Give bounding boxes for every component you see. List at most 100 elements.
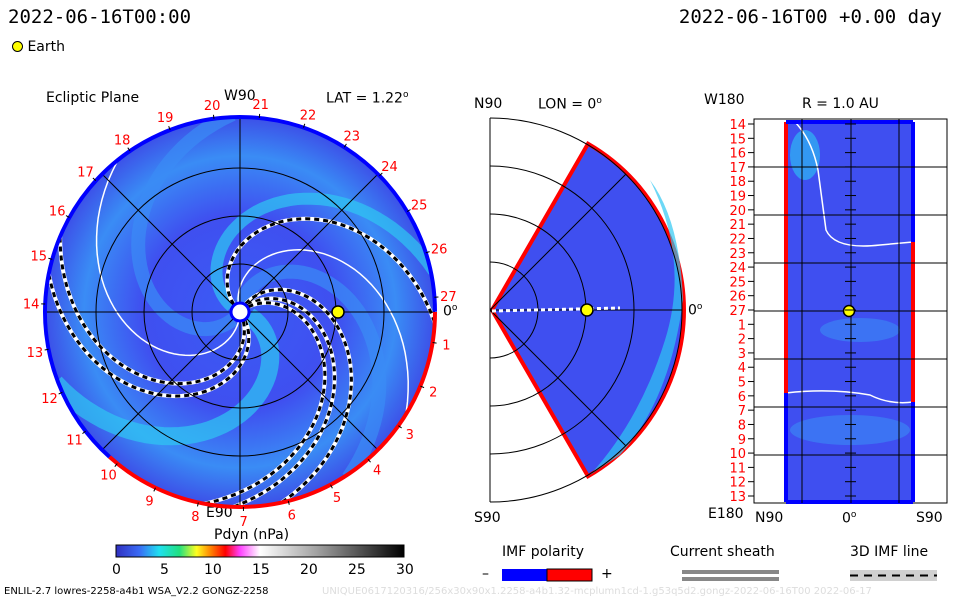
earth-legend-label: Earth (27, 39, 65, 55)
current-sheet-line (95, 152, 240, 357)
current-sheet-line (794, 121, 914, 247)
carrington-tick-mark (153, 487, 156, 492)
radial-y-tick-label: 26 (729, 290, 746, 305)
carrington-tick-label: 17 (77, 165, 94, 180)
header-time-right: 2022-06-16T00 +0.00 day (678, 6, 942, 28)
ecliptic-zero: 0 (443, 303, 452, 320)
radial-x-tick-n90: N90 (755, 510, 784, 526)
carrington-tick-mark (330, 484, 333, 489)
density-band (131, 117, 238, 337)
colorbar-tick-label: 25 (348, 562, 366, 578)
carrington-tick-mark (82, 430, 86, 434)
carrington-tick-mark (58, 391, 63, 395)
carrington-tick-label: 5 (333, 491, 341, 506)
imf-field-line (58, 228, 246, 386)
density-band (235, 264, 387, 482)
ecliptic-lat: LAT = 1.22o (326, 90, 408, 107)
imf-negative-swatch (502, 569, 547, 581)
carrington-tick-label: 21 (252, 98, 269, 113)
degree-sup: o (850, 510, 857, 520)
carrington-tick-label: 23 (344, 129, 361, 144)
carrington-tick-mark (44, 348, 49, 351)
carrington-tick-mark (197, 502, 199, 507)
ecliptic-top-label: W90 (224, 88, 256, 104)
footer-model: ENLIL-2.7 lowres-2258-a4b1 WSA_V2.2 GONG… (4, 586, 269, 597)
radial-y-tick-label: 21 (729, 218, 746, 233)
carrington-tick-label: 24 (381, 160, 398, 175)
carrington-tick-mark (398, 425, 402, 429)
radial-y-tick-label: 12 (729, 476, 746, 491)
meridian-axis (489, 173, 627, 311)
imf-field-line (196, 301, 327, 507)
meridian-right-label: 0o (688, 302, 702, 319)
meridian-wedge (489, 117, 686, 503)
density-band (48, 308, 280, 446)
radial-y-tick-label: 10 (729, 447, 746, 462)
radial-y-ticks: 1415161718192021222324252627123456789101… (729, 118, 856, 505)
radial-y-tick-label: 7 (738, 404, 746, 419)
carrington-tick-label: 12 (41, 392, 58, 407)
ecliptic-right-label: 0o (443, 303, 457, 320)
radial-y-tick-label: 24 (729, 261, 746, 276)
colorbar-tick-label: 5 (160, 562, 169, 578)
footer-run-id: UNIQUE0617120316/256x30x90x1.2258-a4b1.3… (322, 586, 872, 597)
carrington-tick-mark (406, 209, 411, 212)
zero: 0 (842, 510, 851, 527)
radial-y-tick-label: 8 (738, 418, 746, 433)
spiral-bands (45, 117, 435, 507)
current-sheath-title: Current sheath (670, 544, 775, 560)
carrington-tick-mark (92, 177, 97, 182)
current-sheath-swatch (682, 577, 779, 581)
radial-x-tick-s90: S90 (916, 510, 943, 526)
current-sheath-swatch (682, 570, 779, 574)
radial-y-tick-label: 16 (729, 147, 746, 162)
carrington-tick-mark (432, 342, 437, 344)
meridian-bottom-label: S90 (474, 510, 501, 526)
meridian-title: LON = 0o (538, 96, 602, 113)
imf-field-line (225, 217, 435, 331)
sun-icon (229, 301, 251, 323)
earth-marker-icon (331, 305, 345, 319)
radial-y-tick-label: 20 (729, 204, 746, 219)
ecliptic-title: Ecliptic Plane (46, 90, 140, 106)
earth-marker-icon (842, 304, 856, 318)
imf-plus-label: + (601, 566, 613, 582)
carrington-tick-label: 3 (406, 428, 414, 443)
lon-value: LON = 0 (538, 96, 597, 113)
colorbar-tick-label: 20 (300, 562, 318, 578)
rim-negative-polarity (43, 115, 437, 459)
carrington-tick-mark (65, 215, 70, 218)
carrington-tick-mark (425, 251, 430, 254)
carrington-tick-label: 11 (66, 434, 83, 449)
imf-positive-swatch (546, 568, 593, 582)
carrington-tick-label: 18 (114, 133, 131, 148)
imf-field-line (244, 288, 353, 507)
radial-y-tick-label: 4 (738, 361, 746, 376)
meridian-zero: 0 (688, 302, 697, 319)
imf-field-line (45, 265, 251, 398)
radial-y-tick-label: 1 (738, 318, 746, 333)
carrington-tick-label: 27 (440, 290, 457, 305)
density-patch (790, 415, 910, 445)
imf-line (491, 306, 621, 313)
colorbar-label: Pdyn (nPa) (214, 527, 290, 543)
radial-y-tick-label: 11 (729, 461, 746, 476)
ecliptic-bottom-label: E90 (206, 505, 233, 521)
carrington-tick-mark (287, 500, 290, 505)
radial-y-tick-label: 15 (729, 132, 746, 147)
rim-positive-polarity (108, 311, 437, 509)
earth-legend: Earth (12, 39, 65, 55)
lat-value: LAT = 1.22 (326, 90, 403, 107)
radial-panel: 1415161718192021222324252627123456789101… (729, 118, 948, 505)
radial-x-tick-0: 0o (842, 510, 856, 527)
radial-bottom-left-label: E180 (708, 506, 744, 522)
carrington-tick-label: 9 (145, 494, 153, 509)
carrington-tick-label: 15 (30, 250, 47, 265)
colorbar-tick-label: 30 (396, 562, 414, 578)
radial-y-tick-label: 3 (738, 347, 746, 362)
colorbar-tick-label: 10 (204, 562, 222, 578)
radial-y-tick-label: 13 (729, 490, 746, 505)
